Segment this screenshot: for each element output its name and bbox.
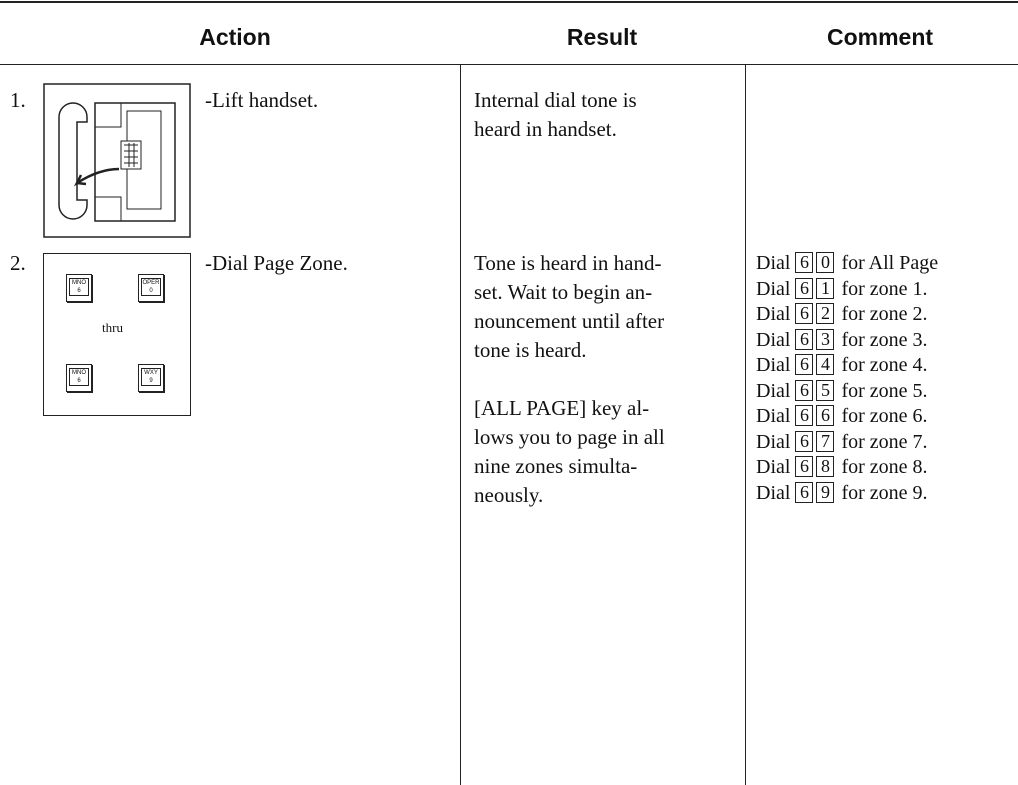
result-line: [ALL PAGE] key al- <box>474 396 650 420</box>
result-line: nouncement until after <box>474 309 665 333</box>
comment-suffix: for zone 8. <box>841 456 928 478</box>
comment-prefix: Dial <box>756 379 791 402</box>
result-line: Internal dial tone is <box>474 88 637 112</box>
comment-prefix: Dial <box>756 277 791 300</box>
comment-prefix: Dial <box>756 303 791 325</box>
keys-illustration: thru MNO 6 OPER 0 MNO 6 WXY 9 <box>43 253 191 416</box>
header-cell: Comment <box>826 24 934 50</box>
dial-key: 0 <box>816 252 835 273</box>
result-line: set. Wait to begin an- <box>474 280 653 304</box>
key-label: MNO <box>72 370 86 376</box>
comment-prefix: Dial <box>756 481 791 504</box>
comment-suffix: for All Page <box>841 252 939 274</box>
key-label: 9 <box>149 378 153 384</box>
comment-line: Dial 6 7 for zone 7. <box>756 430 928 456</box>
comment-line: Dial 6 9 for zone 9. <box>756 481 928 507</box>
header-cell: Action <box>199 24 271 50</box>
column-rule <box>460 65 461 785</box>
result-line: neously. <box>474 483 544 507</box>
comment-line: Dial 6 4 for zone 4. <box>756 353 928 379</box>
comment-line: Dial 6 0 for All Page <box>756 251 938 277</box>
step-number: 1. <box>10 88 26 112</box>
comment-suffix: for zone 4. <box>841 354 928 376</box>
dial-key: 2 <box>816 303 835 324</box>
comment-prefix: Dial <box>756 405 791 427</box>
dial-key: 6 <box>816 405 835 426</box>
comment-suffix: for zone 9. <box>841 481 928 504</box>
key-label: 6 <box>77 378 81 384</box>
dial-key: 8 <box>816 456 835 477</box>
step-number: 2. <box>10 251 26 275</box>
dial-key: 9 <box>816 481 835 503</box>
key-label: 6 <box>77 288 81 294</box>
result-line: tone is heard. <box>474 338 587 362</box>
comment-prefix: Dial <box>756 354 791 376</box>
comment-line: Dial 6 1 for zone 1. <box>756 277 928 303</box>
key-label: 0 <box>149 288 153 294</box>
keys-between: thru <box>102 320 123 335</box>
comment-line: Dial 6 8 for zone 8. <box>756 455 928 481</box>
dial-key: 6 <box>795 379 814 401</box>
dial-key: 6 <box>795 481 814 503</box>
key-icon: WXY 9 <box>138 364 164 392</box>
dial-key: 6 <box>795 430 814 452</box>
dial-key: 3 <box>816 328 835 350</box>
key-face: WXY 9 <box>141 368 161 386</box>
dial-key: 1 <box>816 277 835 299</box>
comment-line: Dial 6 3 for zone 3. <box>756 328 928 354</box>
dial-key: 6 <box>795 354 814 375</box>
key-label: WXY <box>144 370 158 376</box>
action-text: -Lift handset. <box>205 88 319 112</box>
key-face: OPER 0 <box>141 278 161 296</box>
comment-suffix: for zone 5. <box>841 379 928 402</box>
action-text: -Dial Page Zone. <box>205 251 348 275</box>
comment-suffix: for zone 1. <box>841 277 928 300</box>
comment-suffix: for zone 6. <box>841 405 928 427</box>
dial-key: 6 <box>795 328 814 350</box>
key-label: MNO <box>72 280 86 286</box>
comment-prefix: Dial <box>756 430 791 453</box>
header-cell: Result <box>566 24 638 50</box>
handset-illustration <box>43 83 191 238</box>
header-rule <box>0 64 1018 65</box>
dial-key: 6 <box>795 303 814 324</box>
dial-key: 4 <box>816 354 835 375</box>
dial-key: 7 <box>816 430 835 452</box>
key-icon: MNO 6 <box>66 274 92 302</box>
result-line: heard in handset. <box>474 117 617 141</box>
key-icon: MNO 6 <box>66 364 92 392</box>
dial-key: 6 <box>795 252 814 273</box>
comment-suffix: for zone 3. <box>841 328 928 351</box>
comment-line: Dial 6 6 for zone 6. <box>756 404 928 430</box>
comment-suffix: for zone 2. <box>841 303 928 325</box>
dial-key: 6 <box>795 456 814 477</box>
dial-key: 6 <box>795 277 814 299</box>
comment-prefix: Dial <box>756 252 791 274</box>
key-icon: OPER 0 <box>138 274 164 302</box>
comment-prefix: Dial <box>756 456 791 478</box>
top-rule <box>0 1 1018 3</box>
result-line: lows you to page in all <box>474 425 665 449</box>
result-line: nine zones simulta- <box>474 454 638 478</box>
column-rule <box>745 65 746 785</box>
result-line: Tone is heard in hand- <box>474 251 662 275</box>
comment-line: Dial 6 2 for zone 2. <box>756 302 928 328</box>
key-label: OPER <box>142 280 160 286</box>
comment-suffix: for zone 7. <box>841 430 928 453</box>
key-face: MNO 6 <box>69 368 89 386</box>
comment-prefix: Dial <box>756 328 791 351</box>
key-face: MNO 6 <box>69 278 89 296</box>
dial-key: 5 <box>816 379 835 401</box>
comment-line: Dial 6 5 for zone 5. <box>756 379 928 405</box>
dial-key: 6 <box>795 405 814 426</box>
